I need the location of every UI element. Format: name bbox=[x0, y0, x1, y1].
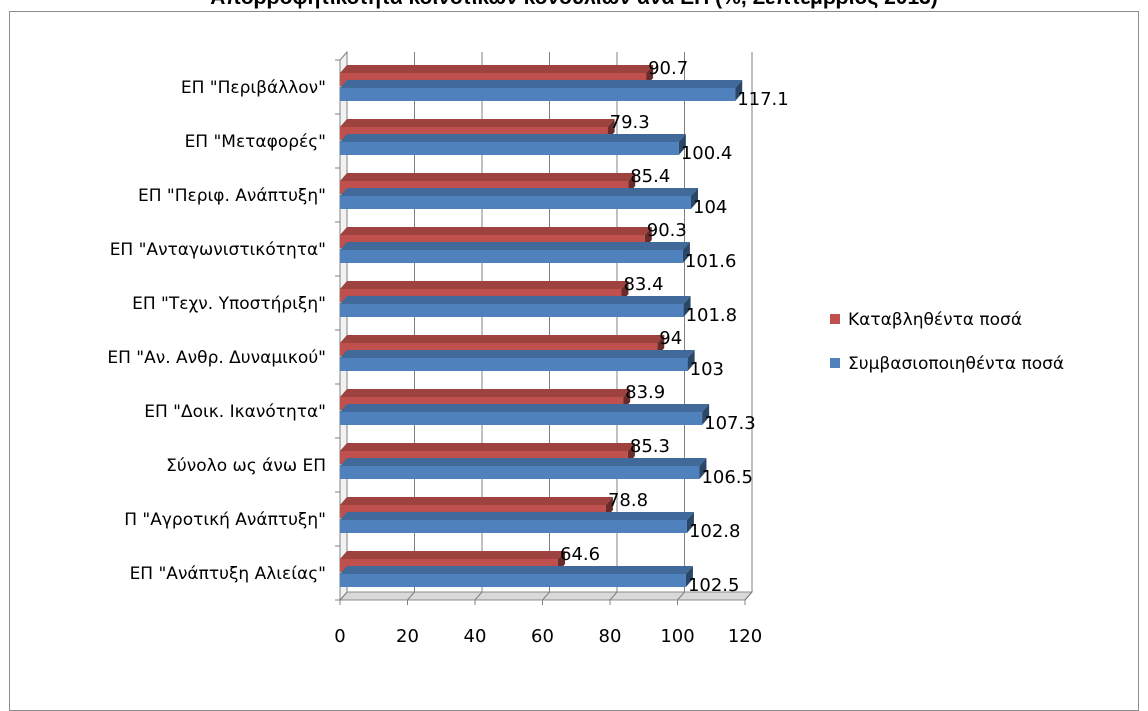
gridline-floor-3 bbox=[542, 591, 550, 601]
data-label-0-2: 85.4 bbox=[630, 166, 670, 187]
bar-chart: 0 20 40 60 80 100 120 ΕΠ "Περιβάλλον" 90.7 117.1 Ε… bbox=[107, 50, 1064, 647]
chart-title: Απορροφητικότητα κοινοτικών κονδυλίων αν… bbox=[0, 0, 1148, 10]
data-label-0-5: 94 bbox=[659, 328, 682, 349]
data-label-0-4: 83.4 bbox=[623, 274, 663, 295]
x-tick-label-5: 100 bbox=[660, 626, 694, 647]
bar-1-5 bbox=[340, 358, 688, 371]
data-label-1-2: 104 bbox=[693, 197, 727, 218]
gridline-floor-6 bbox=[744, 591, 753, 601]
bar-top-1-3 bbox=[340, 242, 690, 250]
data-label-1-7: 106.5 bbox=[701, 467, 753, 488]
bar-1-2 bbox=[340, 196, 691, 209]
bar-top-0-1 bbox=[340, 119, 615, 127]
legend-label-1: Συμβασιοποιηθέντα ποσά bbox=[848, 354, 1064, 374]
bar-end-1-5 bbox=[687, 350, 695, 371]
legend-label-0: Καταβληθέντα ποσά bbox=[848, 310, 1022, 330]
category-label-6: ΕΠ "Δοικ. Ικανότητα" bbox=[144, 402, 326, 422]
bar-1-0 bbox=[340, 88, 736, 101]
bar-top-1-4 bbox=[340, 296, 691, 304]
data-label-1-1: 100.4 bbox=[681, 143, 733, 164]
data-label-0-0: 90.7 bbox=[648, 58, 688, 79]
bar-top-0-2 bbox=[340, 173, 636, 181]
x-tick-label-1: 20 bbox=[396, 626, 419, 647]
bar-top-1-2 bbox=[340, 188, 698, 196]
bar-top-0-9 bbox=[340, 551, 566, 559]
x-tick-label-6: 120 bbox=[728, 626, 762, 647]
bar-top-0-8 bbox=[340, 497, 613, 505]
category-label-1: ΕΠ "Μεταφορές" bbox=[185, 132, 326, 152]
bar-top-1-8 bbox=[340, 512, 694, 520]
category-label-2: ΕΠ "Περιφ. Ανάπτυξη" bbox=[138, 186, 326, 206]
x-tick-label-0: 0 bbox=[334, 626, 345, 647]
bar-1-6 bbox=[340, 412, 703, 425]
data-label-1-6: 107.3 bbox=[704, 413, 756, 434]
data-label-0-7: 85.3 bbox=[630, 436, 670, 457]
category-label-8: Π "Αγροτική Ανάπτυξη" bbox=[124, 510, 326, 530]
x-tick-label-4: 80 bbox=[599, 626, 622, 647]
bar-top-1-1 bbox=[340, 134, 686, 142]
x-tick-label-3: 60 bbox=[531, 626, 554, 647]
bar-1-4 bbox=[340, 304, 684, 317]
bar-end-1-2 bbox=[691, 188, 698, 209]
bar-top-0-4 bbox=[340, 281, 629, 289]
category-label-9: ΕΠ "Ανάπτυξη Αλιείας" bbox=[130, 564, 326, 584]
x-tick-label-2: 40 bbox=[464, 626, 487, 647]
category-label-0: ΕΠ "Περιβάλλον" bbox=[181, 78, 326, 98]
bar-end-1-8 bbox=[686, 512, 694, 533]
data-label-0-8: 78.8 bbox=[608, 490, 648, 511]
bar-top-1-9 bbox=[340, 566, 693, 574]
legend-swatch-1 bbox=[830, 358, 840, 368]
bar-top-1-5 bbox=[340, 350, 695, 358]
bar-1-8 bbox=[340, 520, 687, 533]
data-label-1-9: 102.5 bbox=[688, 575, 740, 596]
bar-end-1-3 bbox=[682, 242, 690, 263]
bar-end-1-0 bbox=[735, 80, 743, 101]
category-label-7: Σύνολο ως άνω ΕΠ bbox=[166, 456, 326, 476]
gridline-floor-1 bbox=[407, 591, 415, 601]
data-label-0-3: 90.3 bbox=[647, 220, 687, 241]
bar-top-0-6 bbox=[340, 389, 631, 397]
gridline-floor-2 bbox=[474, 591, 483, 601]
gridline-floor-4 bbox=[609, 591, 618, 601]
bar-top-1-6 bbox=[340, 404, 710, 412]
bar-top-1-0 bbox=[340, 80, 743, 88]
data-label-1-4: 101.8 bbox=[686, 305, 738, 326]
bar-end-1-9 bbox=[685, 566, 693, 587]
data-label-1-8: 102.8 bbox=[689, 521, 741, 542]
bar-1-3 bbox=[340, 250, 683, 263]
bar-top-0-3 bbox=[340, 227, 652, 235]
bar-end-1-4 bbox=[683, 296, 691, 317]
bar-top-0-7 bbox=[340, 443, 635, 451]
bar-end-1-7 bbox=[699, 458, 707, 479]
data-label-0-9: 64.6 bbox=[560, 544, 600, 565]
bar-top-0-5 bbox=[340, 335, 665, 343]
legend-swatch-0 bbox=[830, 314, 840, 324]
gridline-floor-5 bbox=[677, 591, 685, 601]
data-label-0-6: 83.9 bbox=[625, 382, 665, 403]
data-label-1-5: 103 bbox=[690, 359, 724, 380]
bar-1-9 bbox=[340, 574, 686, 587]
bar-top-1-7 bbox=[340, 458, 707, 466]
bar-end-1-1 bbox=[678, 134, 686, 155]
category-label-5: ΕΠ "Αν. Ανθρ. Δυναμικού" bbox=[107, 348, 326, 368]
category-label-4: ΕΠ "Τεχν. Υποστήριξη" bbox=[132, 294, 326, 314]
bar-end-1-6 bbox=[702, 404, 710, 425]
bar-1-7 bbox=[340, 466, 700, 479]
bar-top-0-0 bbox=[340, 65, 654, 73]
data-label-1-3: 101.6 bbox=[685, 251, 737, 272]
bar-1-1 bbox=[340, 142, 679, 155]
data-label-0-1: 79.3 bbox=[610, 112, 650, 133]
data-label-1-0: 117.1 bbox=[737, 89, 789, 110]
category-label-3: ΕΠ "Ανταγωνιστικότητα" bbox=[110, 240, 326, 260]
